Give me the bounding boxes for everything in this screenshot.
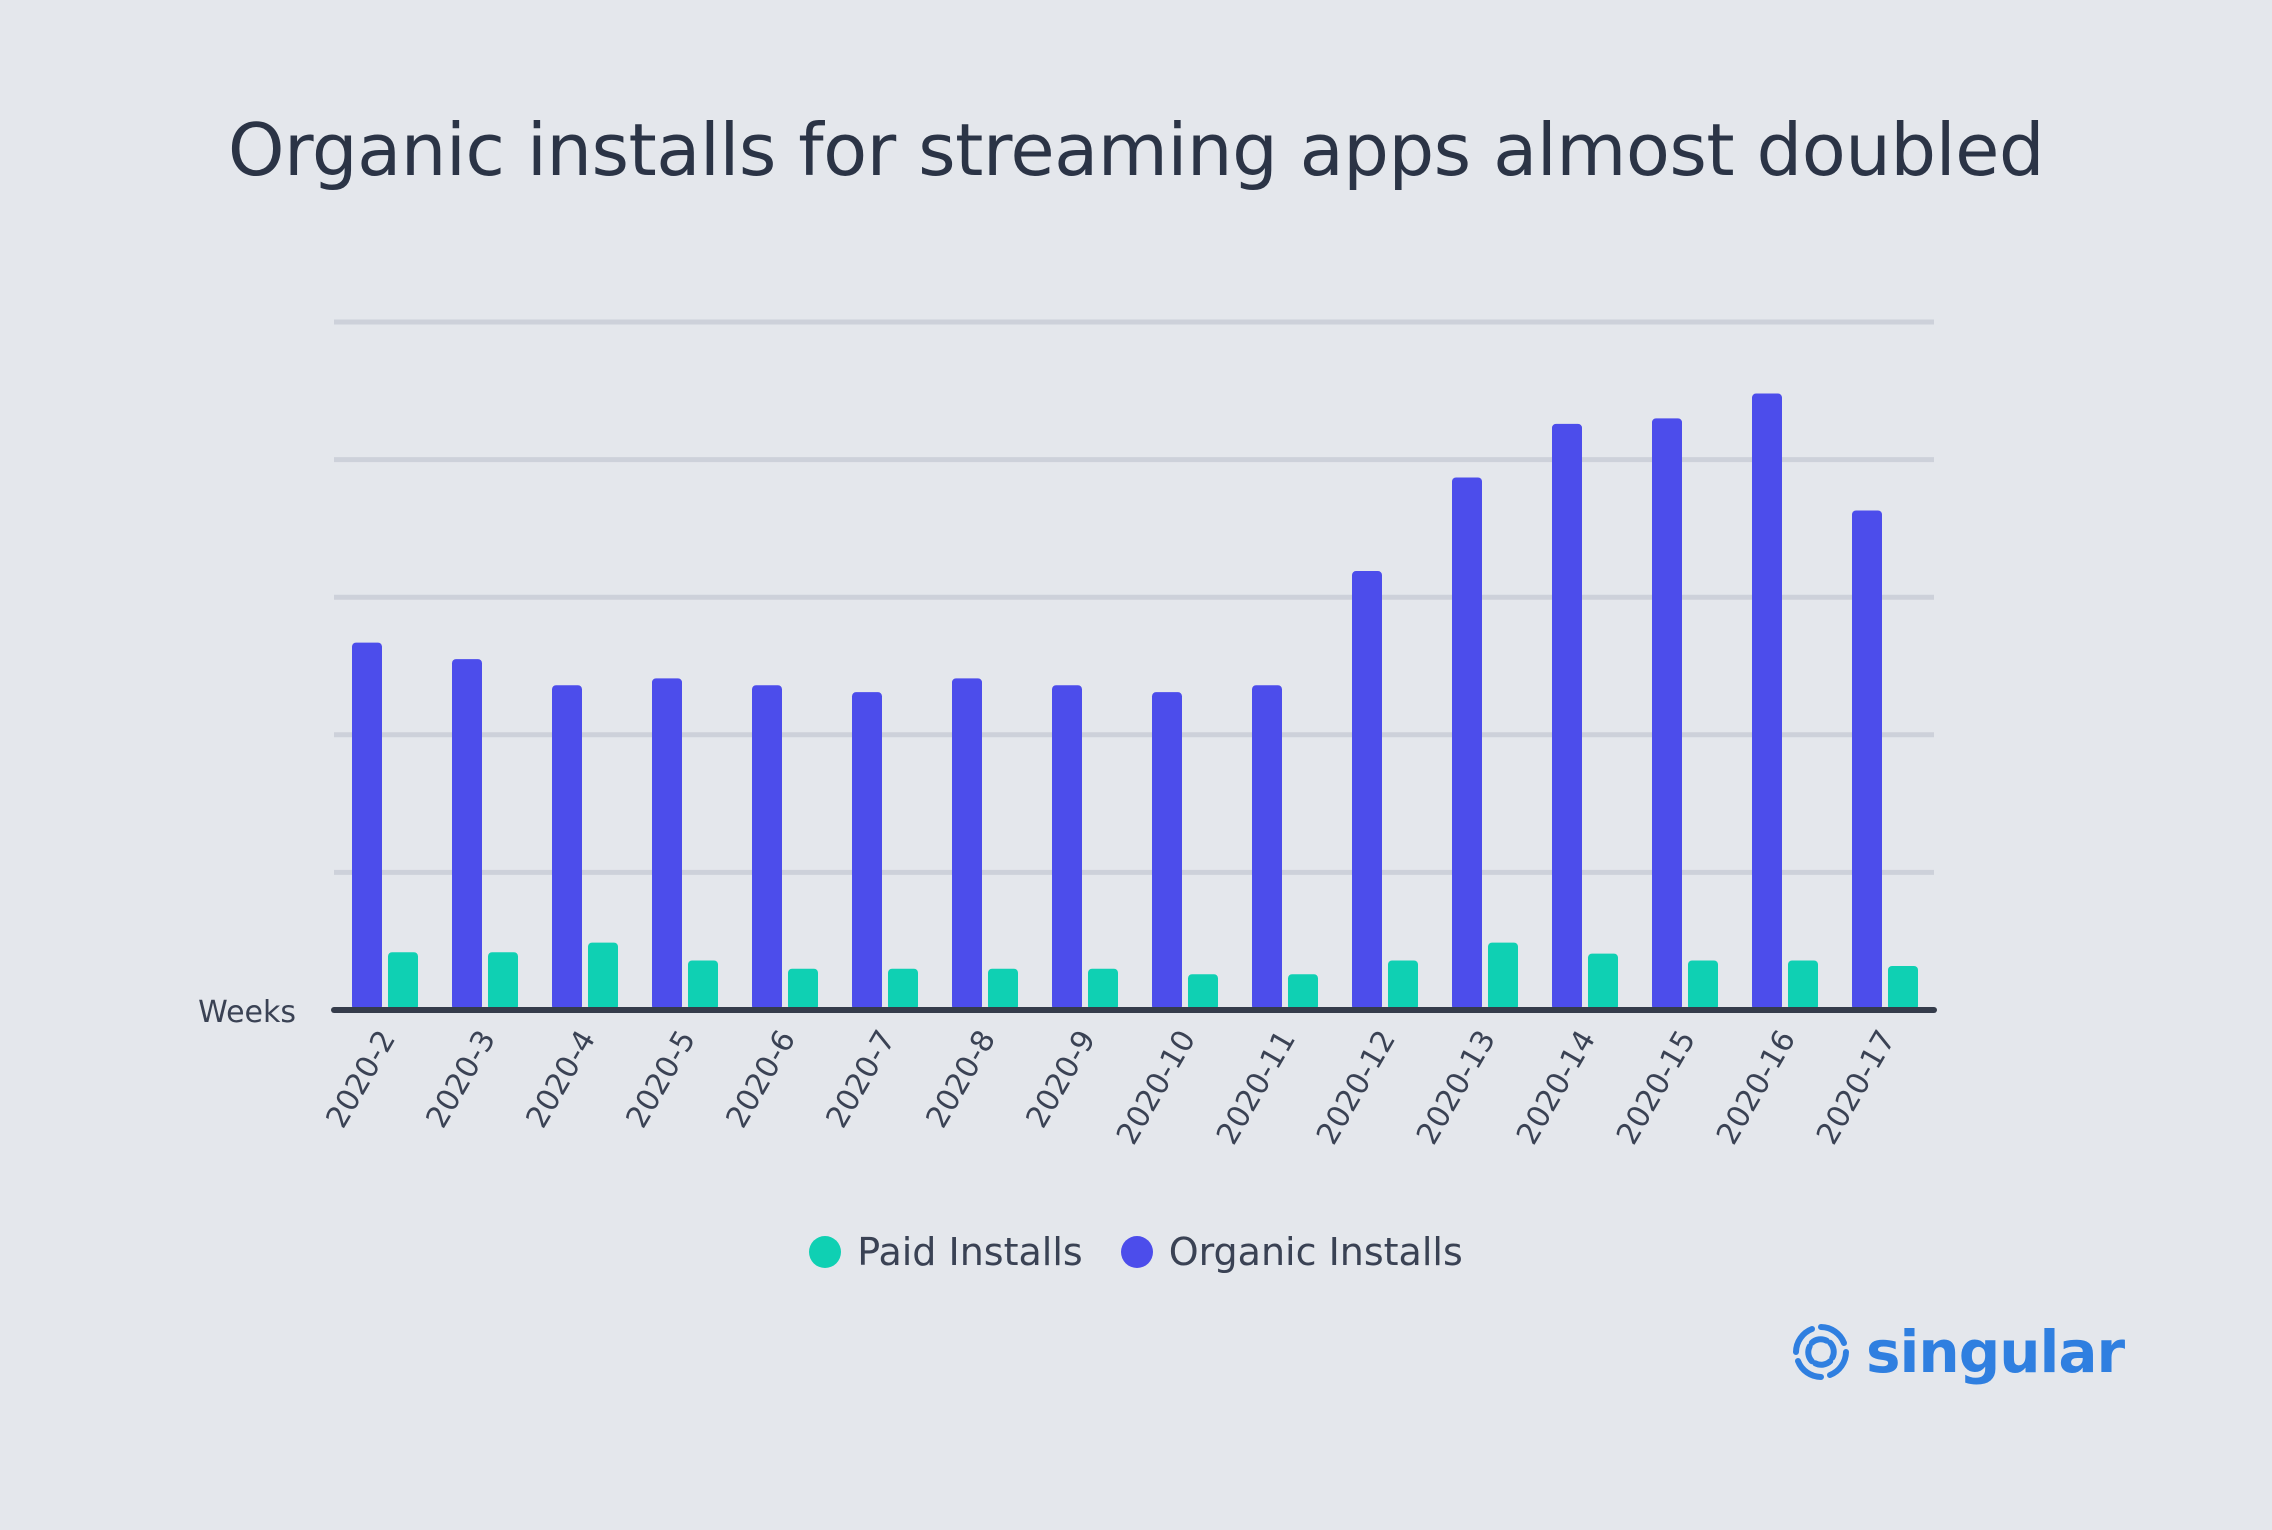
bar-paid-2020-8[interactable] bbox=[988, 968, 1018, 1010]
legend: Paid Installs Organic Installs bbox=[0, 1230, 2272, 1274]
legend-item-organic[interactable]: Organic Installs bbox=[1120, 1230, 1463, 1274]
brand-logo: singular bbox=[1790, 1318, 2125, 1386]
bar-organic-2020-17[interactable] bbox=[1852, 510, 1882, 1010]
bar-organic-2020-4[interactable] bbox=[552, 685, 582, 1010]
x-tick-label: 2020-13 bbox=[1410, 1025, 1503, 1151]
bar-organic-2020-3[interactable] bbox=[452, 659, 482, 1010]
x-tick-label: 2020-6 bbox=[719, 1025, 802, 1135]
legend-label-organic: Organic Installs bbox=[1168, 1230, 1463, 1274]
x-tick-label: 2020-14 bbox=[1510, 1025, 1603, 1151]
bar-paid-2020-9[interactable] bbox=[1088, 968, 1118, 1010]
bar-organic-2020-6[interactable] bbox=[752, 685, 782, 1010]
bar-organic-2020-14[interactable] bbox=[1552, 423, 1582, 1011]
chart-title: Organic installs for streaming apps almo… bbox=[227, 108, 2045, 192]
x-tick-labels: 2020-2 2020-3 2020-4 2020-5 2020-6 2020-7 2020… bbox=[319, 1025, 1902, 1151]
x-tick-label: 2020-2 bbox=[319, 1025, 402, 1135]
x-tick-label: 2020-4 bbox=[519, 1025, 602, 1135]
x-tick-label: 2020-9 bbox=[1019, 1025, 1102, 1135]
bar-paid-2020-2[interactable] bbox=[388, 952, 418, 1010]
bar-organic-2020-10[interactable] bbox=[1152, 692, 1182, 1010]
bar-organic-2020-5[interactable] bbox=[652, 678, 682, 1010]
bar-paid-2020-7[interactable] bbox=[888, 968, 918, 1010]
bar-paid-2020-5[interactable] bbox=[688, 960, 718, 1010]
x-tick-label: 2020-16 bbox=[1710, 1025, 1803, 1151]
x-tick-label: 2020-7 bbox=[819, 1025, 902, 1135]
bar-paid-2020-14[interactable] bbox=[1588, 953, 1618, 1010]
x-axis: Weeks bbox=[198, 995, 1937, 1030]
x-tick-label: 2020-12 bbox=[1310, 1025, 1403, 1151]
bar-organic-2020-7[interactable] bbox=[852, 692, 882, 1010]
bar-paid-2020-10[interactable] bbox=[1188, 974, 1218, 1010]
brand-name: singular bbox=[1866, 1318, 2125, 1386]
bar-organic-2020-16[interactable] bbox=[1752, 393, 1782, 1010]
bar-paid-2020-12[interactable] bbox=[1388, 960, 1418, 1010]
bar-organic-2020-9[interactable] bbox=[1052, 685, 1082, 1010]
x-tick-label: 2020-5 bbox=[619, 1025, 702, 1135]
bar-paid-2020-13[interactable] bbox=[1488, 942, 1518, 1010]
bar-paid-2020-3[interactable] bbox=[488, 952, 518, 1010]
x-axis-label: Weeks bbox=[198, 995, 296, 1030]
bar-organic-2020-13[interactable] bbox=[1452, 477, 1482, 1010]
bar-organic-2020-12[interactable] bbox=[1352, 571, 1382, 1010]
x-tick-label: 2020-15 bbox=[1610, 1025, 1703, 1151]
bar-paid-2020-15[interactable] bbox=[1688, 960, 1718, 1010]
singular-logo-icon bbox=[1793, 1324, 1849, 1380]
x-tick-label: 2020-17 bbox=[1810, 1025, 1903, 1151]
bar-paid-2020-4[interactable] bbox=[588, 942, 618, 1010]
legend-swatch-organic bbox=[1120, 1236, 1153, 1268]
bar-paid-2020-11[interactable] bbox=[1288, 974, 1318, 1010]
x-tick-label: 2020-8 bbox=[919, 1025, 1002, 1135]
bar-paid-2020-6[interactable] bbox=[788, 968, 818, 1010]
bar-organic-2020-8[interactable] bbox=[952, 678, 982, 1010]
x-tick-label: 2020-10 bbox=[1110, 1025, 1203, 1151]
x-tick-label: 2020-11 bbox=[1210, 1025, 1303, 1151]
bar-paid-2020-16[interactable] bbox=[1788, 960, 1818, 1010]
bar-organic-2020-11[interactable] bbox=[1252, 685, 1282, 1010]
bars bbox=[352, 393, 1918, 1011]
bar-paid-2020-17[interactable] bbox=[1888, 965, 1918, 1010]
legend-swatch-paid bbox=[809, 1236, 842, 1268]
bar-organic-2020-2[interactable] bbox=[352, 642, 382, 1010]
legend-item-paid[interactable]: Paid Installs bbox=[809, 1230, 1083, 1274]
bar-organic-2020-15[interactable] bbox=[1652, 418, 1682, 1010]
x-tick-label: 2020-3 bbox=[419, 1025, 502, 1135]
legend-label-paid: Paid Installs bbox=[857, 1230, 1083, 1274]
